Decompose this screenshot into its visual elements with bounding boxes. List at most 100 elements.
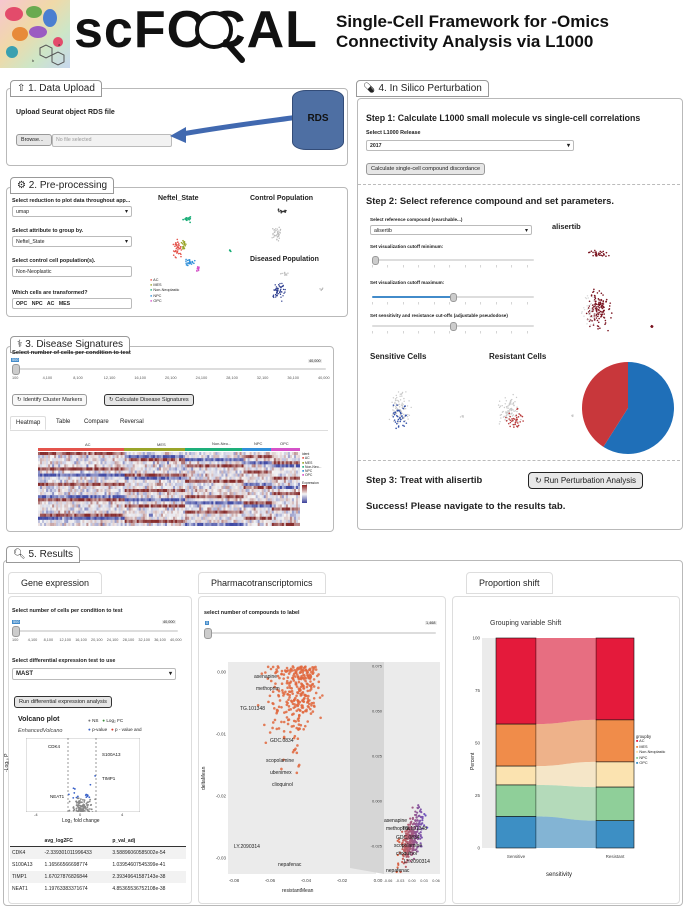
heatmap-cell: [287, 489, 291, 493]
heatmap-cell: [235, 495, 238, 499]
heatmap-cell: [144, 495, 148, 499]
disease-slider-handle[interactable]: [12, 364, 20, 375]
heatmap-cell: [177, 519, 180, 524]
heatmap-cell: [76, 495, 79, 499]
tab-table[interactable]: Table: [56, 419, 71, 425]
chip-mes[interactable]: MES: [58, 301, 71, 307]
disease-cells-slider[interactable]: [14, 368, 326, 370]
heatmap-cell: [70, 461, 73, 465]
test-select[interactable]: MAST ▾: [12, 668, 176, 680]
table-row[interactable]: NEAT1 1.19763383371674 4.85365536752108e-3…: [10, 883, 186, 895]
umap-point: [516, 420, 519, 423]
heatmap-cell: [64, 489, 67, 493]
heatmap-cell: [96, 516, 99, 521]
heatmap-cell: [164, 510, 168, 514]
cutoff-max-handle[interactable]: [450, 293, 457, 302]
heatmap-cell: [247, 492, 250, 496]
tab-data-upload[interactable]: ⇧ 1. Data Upload: [10, 80, 102, 97]
tab-preprocessing[interactable]: ⚙ 2. Pre-processing: [10, 177, 115, 194]
run-perturbation-button[interactable]: ↻ Run Perturbation Analysis: [528, 472, 643, 489]
pharma-point: [276, 674, 280, 678]
pharma-zoom-wedge: [350, 662, 384, 874]
heatmap-cell: [297, 485, 300, 490]
run-de-button[interactable]: Run differential expression analysis: [14, 696, 112, 708]
umap-point: [602, 294, 604, 296]
heatmap-cell: [223, 452, 226, 456]
table-row[interactable]: TIMP1 1.67027876826844 2.39349641587143e-3…: [10, 871, 186, 883]
tab-pharma[interactable]: Pharmacotranscriptomics: [198, 572, 326, 594]
heatmap-cell: [138, 458, 141, 462]
umap-point: [278, 226, 280, 229]
pharma-compounds-slider[interactable]: [206, 632, 436, 634]
browse-button[interactable]: Browse...: [16, 134, 52, 146]
tab-heatmap[interactable]: Heatmap: [10, 416, 47, 430]
cutoff-min-slider[interactable]: [372, 259, 534, 261]
heatmap-cell: [287, 476, 291, 480]
volcano-point: [85, 802, 88, 805]
release-select[interactable]: 2017 ▾: [366, 140, 574, 151]
heatmap-cell: [265, 519, 268, 524]
tab-reversal[interactable]: Reversal: [120, 419, 144, 425]
umap-point: [594, 296, 596, 299]
tab-gene-expression[interactable]: Gene expression: [8, 572, 103, 594]
umap-point: [388, 418, 391, 421]
heatmap-cell: [287, 495, 291, 499]
heatmap-cell: [48, 519, 51, 524]
chip-opc[interactable]: OPC: [16, 301, 28, 307]
heatmap-cell: [203, 485, 206, 490]
heatmap-cell: [118, 455, 121, 459]
tab-perturbation[interactable]: 💊︎ 4. In Silico Perturbation: [356, 80, 489, 97]
diseased-plot-title: Diseased Population: [250, 256, 319, 263]
heatmap-cell: [82, 510, 85, 514]
umap-point: [599, 252, 601, 255]
tab-compare[interactable]: Compare: [84, 419, 109, 425]
heatmap-cell: [72, 461, 75, 465]
heatmap-cell: [287, 510, 291, 514]
cutoff-min-handle[interactable]: [372, 256, 379, 265]
heatmap-cell: [271, 461, 274, 465]
heatmap-cell: [179, 476, 182, 480]
heatmap-cell: [273, 470, 277, 474]
heatmap-cell: [205, 504, 208, 508]
calculate-discordance-button[interactable]: Calculate single-cell compound discordan…: [366, 163, 486, 175]
heatmap-cell: [158, 485, 162, 490]
heatmap-cell: [243, 458, 246, 462]
attribute-select[interactable]: Neftel_State ▾: [12, 236, 132, 247]
heatmap-cell: [72, 485, 75, 490]
pharma-slider-handle[interactable]: [204, 628, 212, 639]
tab-results[interactable]: 🔍︎ 5. Results: [6, 546, 80, 563]
calculate-signatures-button[interactable]: ↻ Calculate Disease Signatures: [104, 394, 194, 406]
heatmap-cell: [78, 473, 81, 477]
identify-markers-button[interactable]: ↻ Identify Cluster Markers: [12, 394, 88, 406]
transformed-select[interactable]: OPC NPC AC MES: [12, 298, 132, 309]
table-row[interactable]: CDK4 -2.339301011996433 3.58896060585002e-…: [10, 846, 186, 859]
table-row[interactable]: S100A13 1.16566566698774 1.03954607545399e…: [10, 859, 186, 871]
heatmap-cell: [255, 513, 258, 517]
heatmap-cell: [195, 479, 198, 484]
heatmap-cell: [205, 479, 208, 484]
heatmap-cell: [114, 495, 117, 499]
compound-select[interactable]: alisertib ▾: [370, 225, 532, 235]
slider-tick-mark: |: [372, 330, 373, 334]
heatmap-cell: [156, 467, 160, 471]
control-select[interactable]: Non-Neoplastic: [12, 266, 132, 277]
heatmap-cell: [50, 470, 53, 474]
sensitivity-handle[interactable]: [450, 322, 457, 331]
reduction-select[interactable]: umap ▾: [12, 206, 132, 217]
file-input[interactable]: No file selected: [52, 134, 172, 147]
heatmap-cell: [80, 458, 83, 462]
tab-disease-signatures[interactable]: ⚕ 3. Disease Signatures: [10, 336, 131, 353]
tab-proportion[interactable]: Proportion shift: [466, 572, 553, 594]
umap-point: [281, 300, 283, 302]
heatmap-cell: [261, 479, 264, 484]
gene-slider-handle[interactable]: [12, 626, 20, 637]
chip-ac[interactable]: AC: [46, 301, 55, 307]
gene-cells-slider[interactable]: [14, 630, 178, 632]
heatmap-cell: [152, 473, 156, 477]
heatmap-cell: [269, 510, 272, 514]
pharma-point: [282, 673, 286, 676]
heatmap-cell: [138, 522, 141, 526]
heatmap-cell: [48, 522, 51, 526]
chip-npc[interactable]: NPC: [31, 301, 43, 307]
de-cell: S100A13: [12, 862, 33, 868]
